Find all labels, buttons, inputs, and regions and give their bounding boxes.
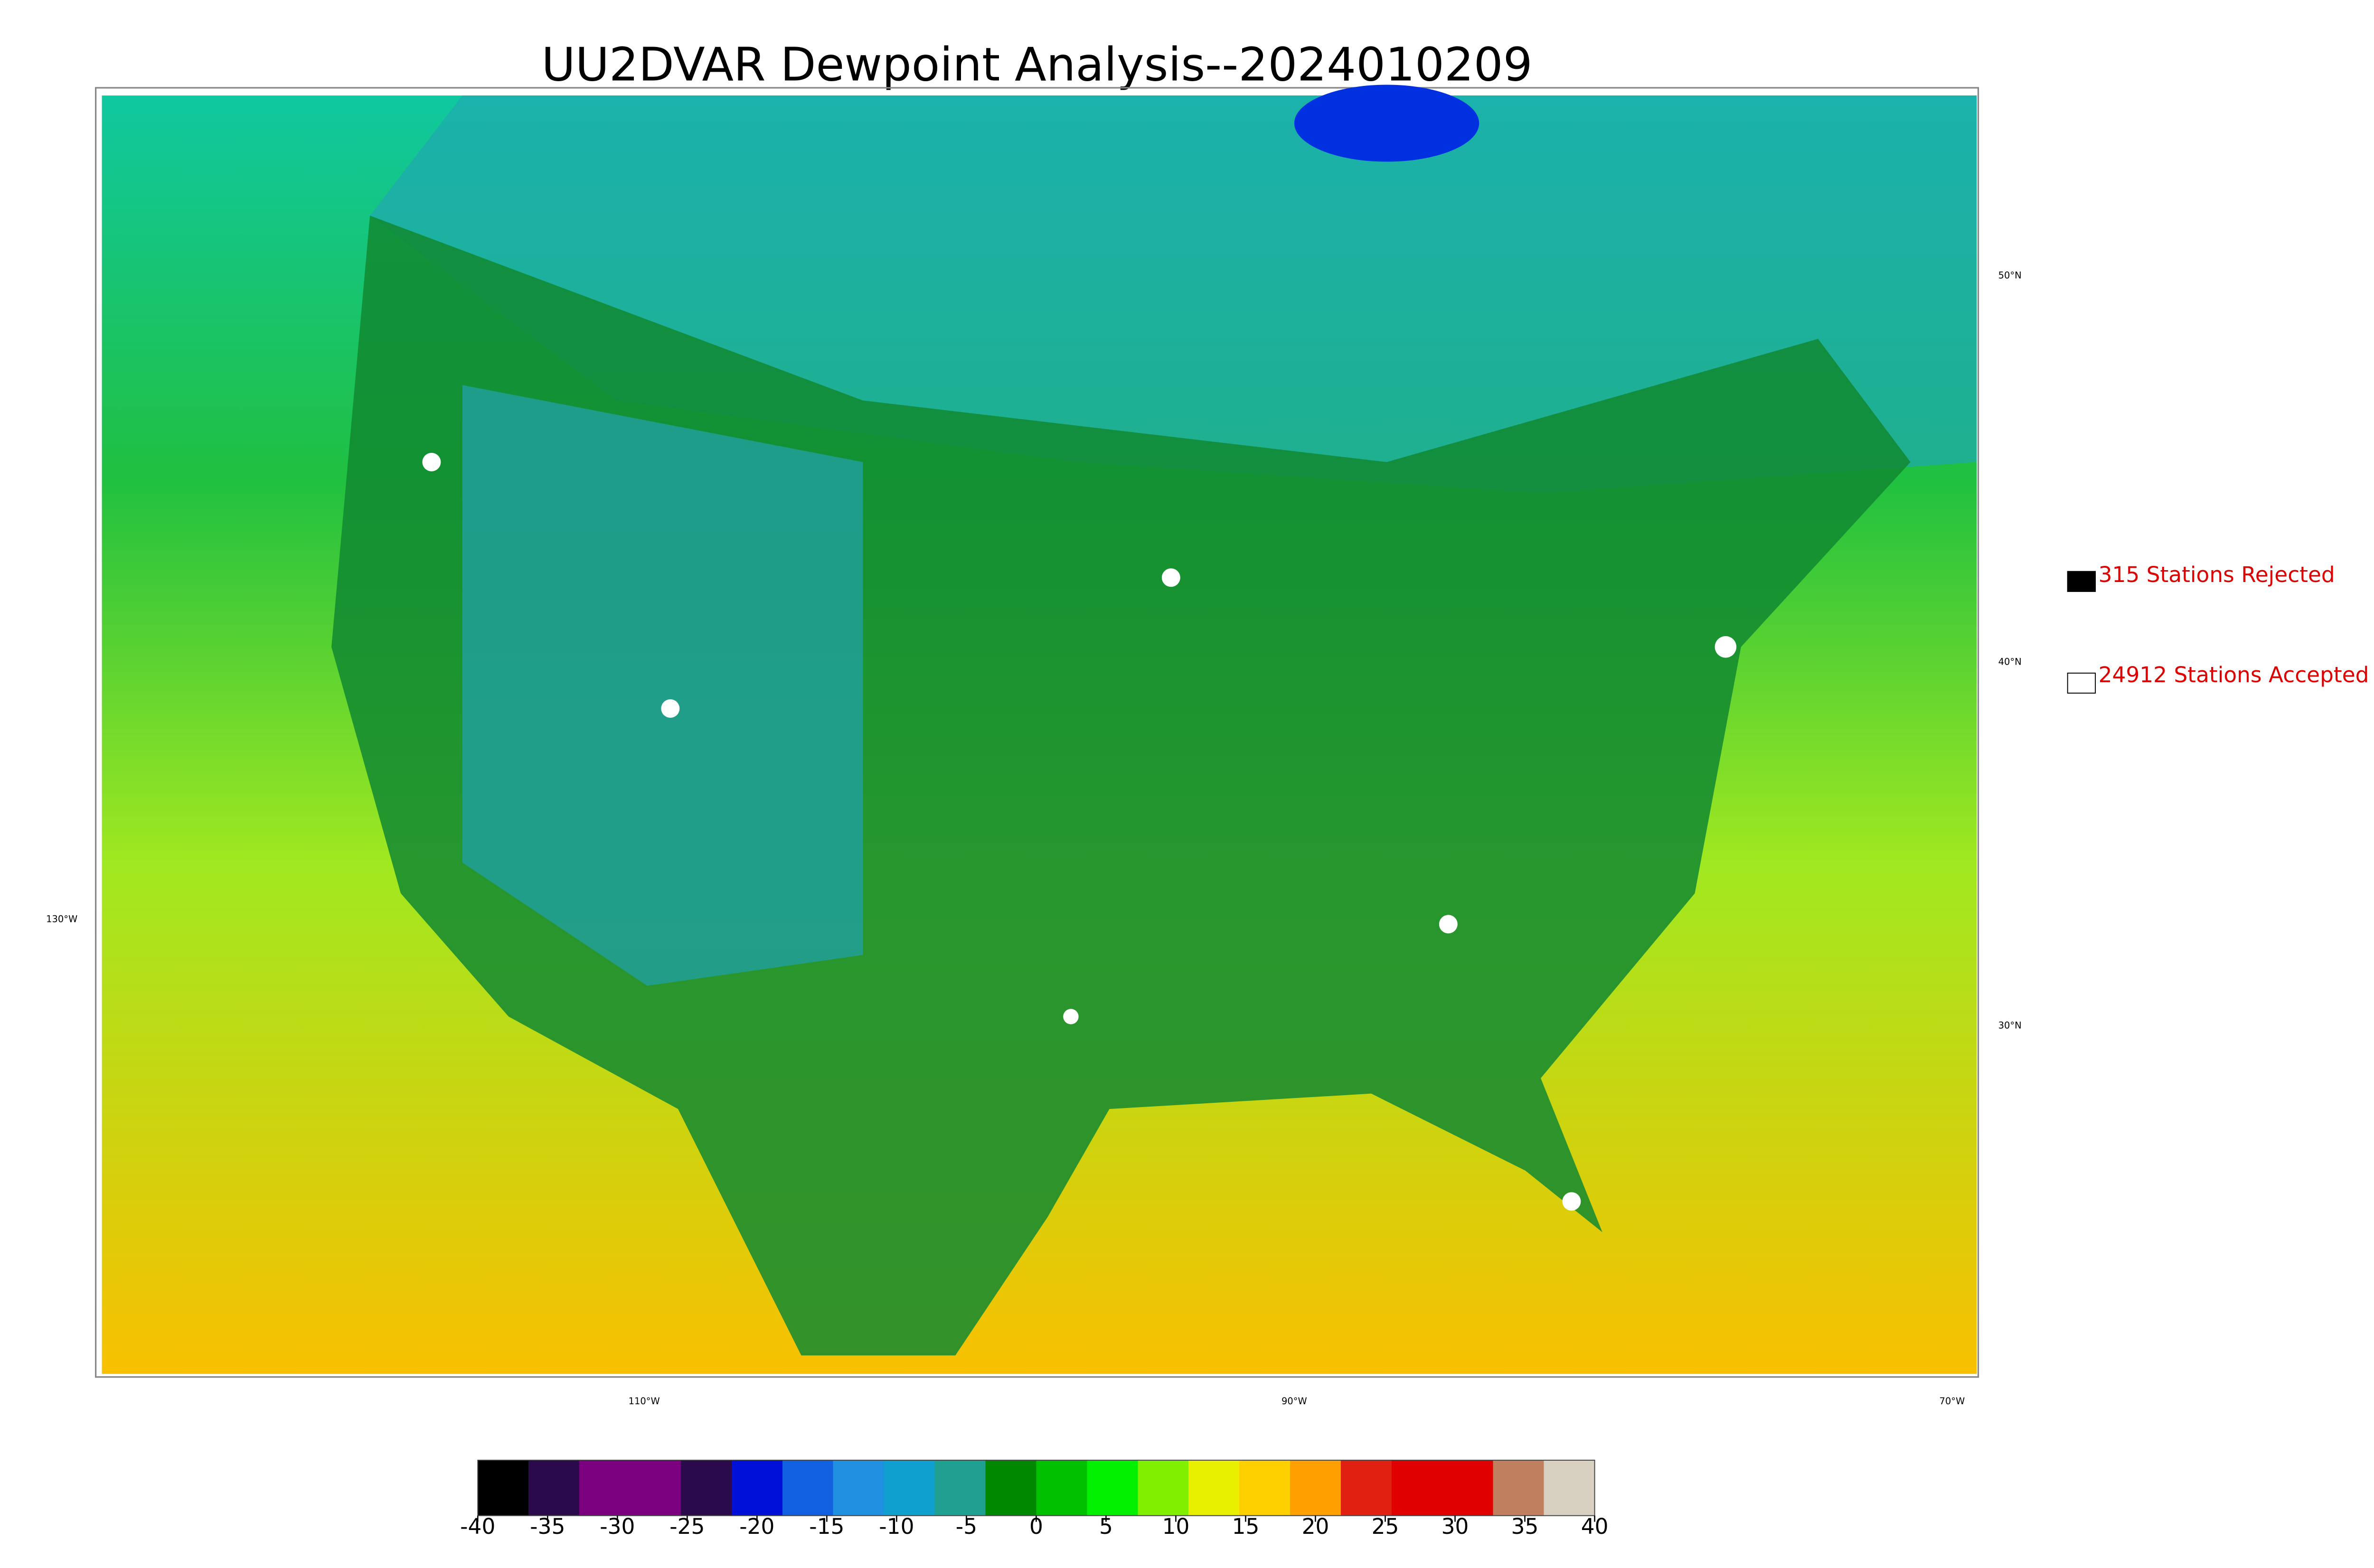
legend-swatch xyxy=(2067,672,2096,694)
legend-label: 315 Stations Rejected xyxy=(2099,562,2335,587)
colorbar-tick-label: 10 xyxy=(1162,1514,1190,1539)
colorbar-tick-label: 35 xyxy=(1511,1514,1539,1539)
colorbar-tick-label: -15 xyxy=(809,1514,844,1539)
station-dots xyxy=(422,452,1737,1211)
colorbar-tick-label: -35 xyxy=(530,1514,565,1539)
colorbar-tick-label: 25 xyxy=(1372,1514,1399,1539)
lon-label: 70°W xyxy=(1939,1396,1965,1407)
lon-label: 90°W xyxy=(1281,1396,1307,1407)
station-cluster xyxy=(1161,568,1180,587)
colorbar-tick-label: -30 xyxy=(600,1514,635,1539)
colorbar-tick-label: 5 xyxy=(1099,1514,1113,1539)
colorbar-tick-label: 0 xyxy=(1029,1514,1043,1539)
colorbar-tick-label: -25 xyxy=(669,1514,705,1539)
colorbar-tick-label: -20 xyxy=(739,1514,774,1539)
legend-label: 24912 Stations Accepted xyxy=(2099,662,2369,687)
colorbar-tick-label: 15 xyxy=(1232,1514,1260,1539)
lat-label: 30°N xyxy=(1998,1020,2022,1031)
mountain-west xyxy=(462,385,863,986)
lon-label: 130°W xyxy=(46,914,77,925)
colorbar-tick-label: -10 xyxy=(879,1514,914,1539)
colorbar-tick-label: 40 xyxy=(1581,1514,1609,1539)
colorbar-tick-label: -40 xyxy=(460,1514,495,1539)
lon-label: 110°W xyxy=(629,1396,660,1407)
colorbar xyxy=(477,1459,1595,1516)
station-cluster xyxy=(422,452,441,471)
station-cluster xyxy=(1063,1009,1079,1024)
title: UU2DVAR Dewpoint Analysis--2024010209 xyxy=(541,38,1532,92)
colorbar-tick-label: 30 xyxy=(1441,1514,1469,1539)
station-cluster xyxy=(1439,915,1458,934)
station-cluster xyxy=(1715,636,1737,658)
map-frame xyxy=(94,87,1979,1378)
cold-core xyxy=(1294,85,1479,162)
station-cluster xyxy=(1562,1192,1581,1211)
lat-label: 40°N xyxy=(1998,657,2022,667)
station-cluster xyxy=(661,699,680,718)
lat-label: 50°N xyxy=(1998,270,2022,281)
colorbar-tick-label: 20 xyxy=(1302,1514,1329,1539)
colorbar-tick-label: -5 xyxy=(956,1514,977,1539)
legend-swatch xyxy=(2067,571,2096,592)
